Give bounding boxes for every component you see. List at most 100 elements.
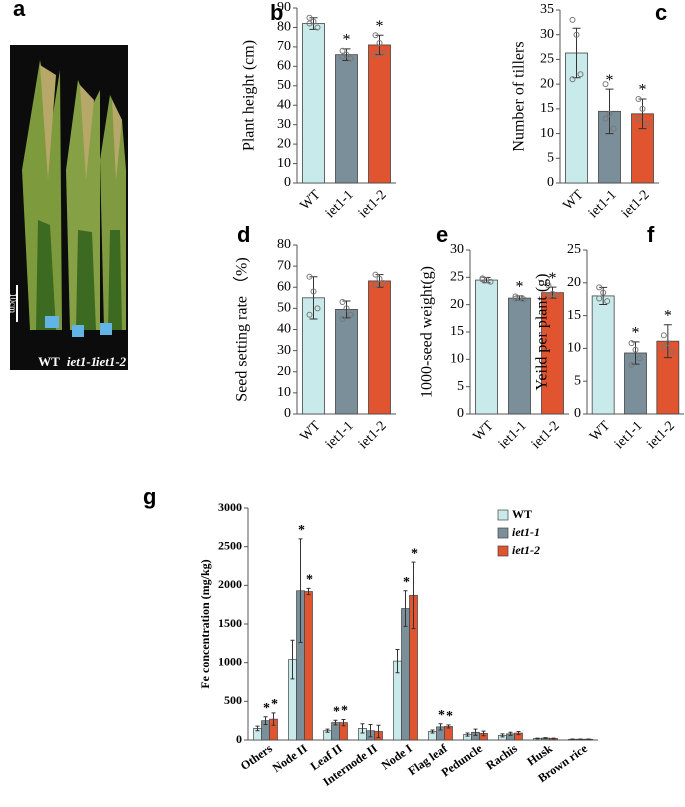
x-tick-label: WT (298, 418, 324, 444)
photo (10, 45, 128, 370)
data-point (596, 295, 603, 302)
data-point (520, 296, 527, 303)
significance: * (632, 325, 640, 342)
y-tick-label: 20 (450, 297, 464, 312)
data-point (314, 305, 321, 312)
y-tick-label: 20 (567, 275, 581, 290)
error-bar (508, 731, 513, 736)
error-bar (631, 341, 640, 365)
error-bar (325, 728, 330, 733)
x-tick-label: iet1-1 (323, 418, 357, 452)
data-point (343, 305, 350, 312)
significance: * (271, 697, 278, 712)
y-tick-label: 80 (277, 237, 291, 252)
error-bar (255, 725, 260, 732)
error-bar (663, 324, 672, 359)
data-point (604, 298, 611, 305)
y-tick-label: 10 (567, 341, 581, 356)
legend-swatch (497, 527, 509, 539)
y-tick-label: 35 (540, 2, 554, 17)
error-bar (535, 737, 540, 740)
error-bar (430, 729, 435, 734)
data-point (372, 271, 379, 278)
error-bar (298, 538, 303, 644)
error-bar (465, 732, 470, 737)
significance: * (516, 279, 524, 296)
legend-swatch (497, 545, 509, 557)
y-tick-label: 10 (277, 156, 291, 171)
error-bar (438, 723, 443, 731)
data-point (516, 295, 523, 302)
bar (508, 297, 531, 415)
data-point (602, 81, 609, 88)
data-point (339, 47, 346, 54)
y-tick-label: 1000 (218, 654, 242, 668)
y-tick-label: 2000 (218, 577, 242, 591)
x-tick-label: Others (238, 741, 275, 773)
data-point (376, 275, 383, 282)
y-tick-label: 25 (450, 270, 464, 285)
y-tick-label: 30 (277, 343, 291, 358)
y-tick-label: 0 (574, 406, 581, 421)
data-point (376, 40, 383, 46)
x-tick-label: WT (587, 418, 613, 444)
significance: * (298, 523, 305, 538)
y-tick-label: 1500 (218, 616, 242, 630)
y-tick-label: 40 (277, 322, 291, 337)
y-tick-label: 2500 (218, 538, 242, 552)
significance: * (341, 704, 348, 719)
y-tick-label: 0 (236, 732, 242, 746)
data-point (339, 299, 346, 306)
data-point (306, 14, 313, 21)
data-point (380, 280, 387, 287)
x-tick-label: iet1-2 (529, 418, 563, 452)
data-point (553, 291, 560, 298)
y-tick-label: 20 (540, 76, 554, 91)
data-point (306, 20, 313, 27)
significance: * (438, 708, 445, 723)
data-point (306, 311, 313, 318)
y-axis-title: Number of tillers (511, 41, 528, 151)
bar (591, 295, 615, 415)
y-tick-label: 70 (277, 258, 291, 273)
x-tick-label: Peduncle (439, 741, 486, 780)
data-point (660, 332, 667, 339)
error-bar (376, 724, 381, 739)
data-point (596, 284, 603, 291)
data-point (347, 311, 354, 318)
legend-swatch (497, 509, 509, 521)
data-point (545, 292, 552, 299)
data-point (628, 361, 635, 368)
error-bar (360, 723, 365, 734)
y-tick-label: 0 (284, 406, 291, 421)
bar (401, 608, 410, 741)
error-bar (572, 27, 581, 79)
bar (368, 280, 391, 415)
y-axis-title: Seed setting rate （%) (233, 257, 251, 401)
y-tick-label: 15 (450, 324, 464, 339)
y-tick-label: 50 (277, 301, 291, 316)
error-bar (543, 737, 548, 739)
data-point (347, 55, 354, 62)
y-tick-label: 30 (540, 27, 554, 42)
x-tick-label: iet1-1 (612, 418, 646, 452)
y-tick-label: 10 (540, 126, 554, 141)
x-tick-label: iet1-2 (356, 187, 390, 221)
data-point (372, 32, 379, 39)
significance: * (343, 32, 351, 49)
bar (475, 279, 498, 415)
panel-label: c (655, 0, 667, 25)
significance: * (306, 573, 313, 588)
error-bar (263, 716, 268, 726)
panel-label: d (237, 222, 250, 247)
data-point (380, 49, 387, 56)
significance: * (664, 307, 672, 324)
bar (335, 54, 358, 184)
data-point (512, 295, 519, 302)
data-point (636, 355, 643, 362)
bar (304, 591, 313, 741)
data-point (573, 31, 580, 38)
error-bar (403, 590, 408, 627)
data-point (643, 120, 650, 127)
data-point (610, 125, 617, 132)
